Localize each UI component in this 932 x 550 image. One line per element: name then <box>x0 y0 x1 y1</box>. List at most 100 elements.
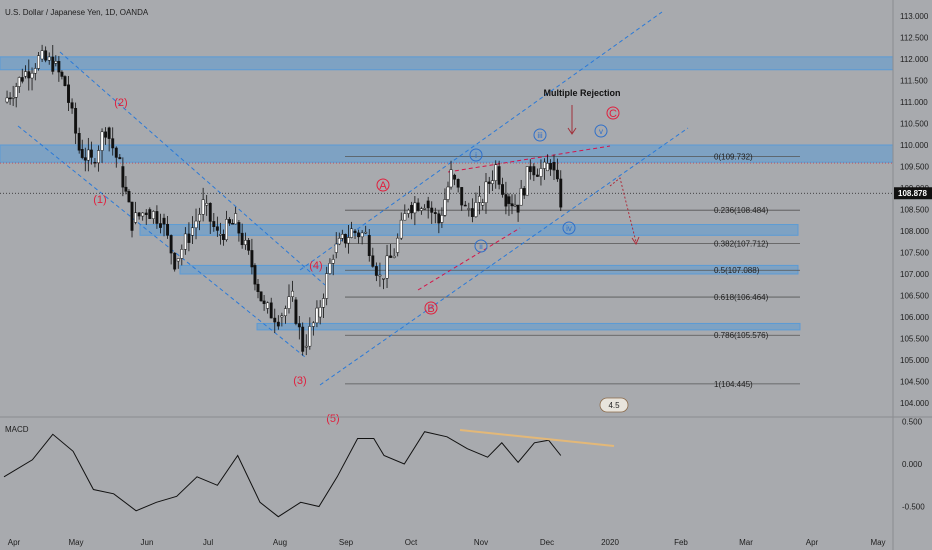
candle-up <box>280 315 284 318</box>
candle-down <box>433 212 437 214</box>
candle-down <box>51 56 55 72</box>
candle-up <box>54 60 58 64</box>
candle-down <box>297 323 301 328</box>
price-tick-label: 110.500 <box>900 120 929 129</box>
candle-up <box>399 219 403 239</box>
fib-level-label: 0.618(106.464) <box>714 293 769 302</box>
candle-up <box>449 169 453 188</box>
candle-down <box>104 131 108 138</box>
wave-label-blue: iii <box>537 131 543 140</box>
candle-down <box>166 223 170 236</box>
candle-down <box>426 200 430 209</box>
candle-up <box>406 209 410 214</box>
price-tick-label: 107.000 <box>900 270 929 279</box>
candle-down <box>144 212 148 215</box>
candle-down <box>532 166 536 176</box>
time-tick-label: May <box>68 538 83 547</box>
candle-up <box>315 307 319 324</box>
candle-up <box>17 77 21 87</box>
candle-up <box>176 258 180 262</box>
candle-down <box>343 233 347 244</box>
candle-up <box>134 212 138 223</box>
candle-down <box>130 201 134 231</box>
price-tick-label: 106.500 <box>900 292 929 301</box>
candle-down <box>114 147 118 158</box>
wave-label-blue: ii <box>479 242 483 251</box>
candle-up <box>304 345 308 348</box>
candle-down <box>367 235 371 256</box>
time-tick-label: Aug <box>273 538 287 547</box>
sr-zone <box>0 144 894 163</box>
candle-down <box>169 235 173 254</box>
candle-up <box>198 214 202 222</box>
price-tick-label: 108.500 <box>900 206 929 215</box>
candle-down <box>549 163 553 170</box>
candle-down <box>437 213 441 224</box>
candle-down <box>237 222 241 234</box>
candle-down <box>276 321 280 327</box>
candlestick-series <box>5 44 563 356</box>
uptrend-channel-lower <box>319 127 689 386</box>
macd-divergence-line <box>459 429 615 447</box>
fib-level-label: 0(109.732) <box>714 153 753 162</box>
candle-up <box>446 186 450 200</box>
candle-up <box>318 307 322 318</box>
time-tick-label: Oct <box>405 538 418 547</box>
candle-up <box>340 233 344 239</box>
candle-up <box>443 199 447 216</box>
candle-up <box>243 240 247 246</box>
candle-down <box>371 255 375 267</box>
chart-title: U.S. Dollar / Japanese Yen, 1D, OANDA <box>5 8 149 17</box>
candle-down <box>8 97 12 100</box>
time-tick-label: Jun <box>141 538 154 547</box>
projection-arrow-head <box>631 236 640 245</box>
candle-up <box>494 164 498 181</box>
candle-up <box>481 202 485 206</box>
candle-up <box>396 237 400 253</box>
candle-up <box>413 202 417 214</box>
candle-up <box>100 131 104 151</box>
candle-up <box>385 255 389 279</box>
candle-up <box>350 228 353 238</box>
rating-badge-text: 4.5 <box>608 401 620 410</box>
price-tick-label: 108.000 <box>900 227 929 236</box>
wave-label-red: (4) <box>309 260 322 272</box>
price-tick-label: 110.000 <box>900 141 929 150</box>
candle-up <box>491 180 494 184</box>
candle-up <box>519 188 523 206</box>
candle-down <box>522 188 526 196</box>
candle-up <box>291 290 294 297</box>
candle-up <box>546 163 550 172</box>
candle-up <box>403 213 407 221</box>
wedge-lower-line <box>417 227 521 291</box>
candle-down <box>77 133 81 151</box>
wave-label-red: C <box>609 108 617 120</box>
candle-up <box>543 161 546 169</box>
wave-label-red: A <box>379 180 387 192</box>
candle-down <box>463 204 467 207</box>
candle-up <box>266 302 270 309</box>
candle-down <box>250 250 254 268</box>
trend-channels <box>0 11 893 386</box>
candle-up <box>539 168 543 177</box>
downtrend-channel-lower <box>17 125 306 358</box>
candle-down <box>528 166 532 173</box>
candle-up <box>328 263 332 274</box>
candle-down <box>269 302 273 319</box>
price-tick-label: 104.500 <box>900 378 929 387</box>
candle-down <box>107 127 111 139</box>
wave-label-blue: iv <box>566 224 572 233</box>
wave-circle-blue <box>469 148 483 162</box>
candle-up <box>5 97 9 103</box>
candle-down <box>301 326 305 352</box>
fib-level-label: 0.786(105.576) <box>714 331 769 340</box>
candle-down <box>294 299 298 324</box>
candle-down <box>259 291 263 302</box>
candle-down <box>27 71 31 79</box>
wave-label-red: B <box>427 303 434 315</box>
fib-level-label: 0.236(108.484) <box>714 206 769 215</box>
time-tick-label: Apr <box>806 538 819 547</box>
macd-tick-label: 0.500 <box>902 418 923 427</box>
